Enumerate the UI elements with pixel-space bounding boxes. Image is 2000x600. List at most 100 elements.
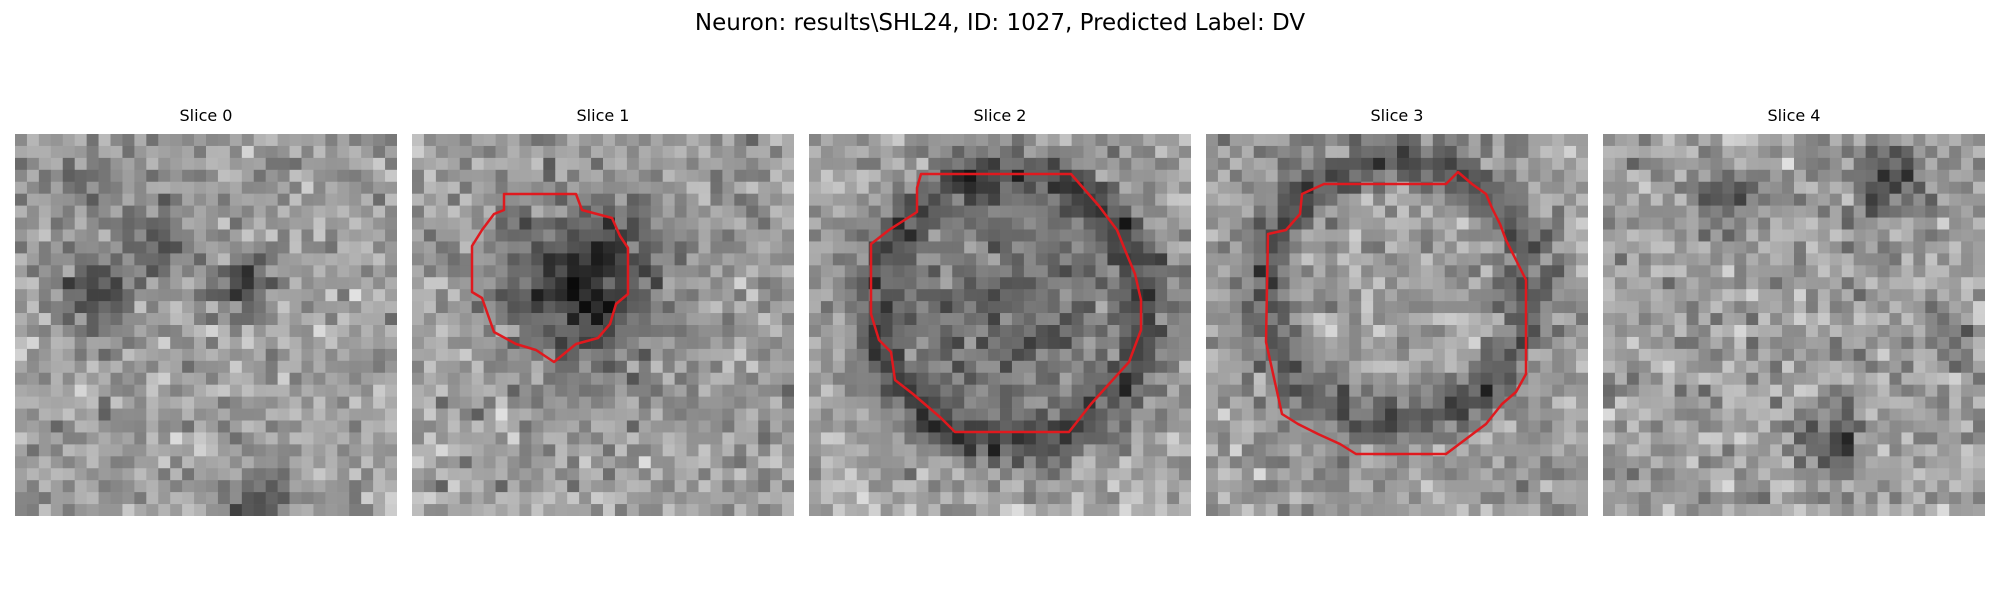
pixel	[134, 432, 147, 445]
pixel	[1349, 205, 1362, 218]
pixel	[1949, 301, 1962, 314]
pixel	[1325, 492, 1338, 505]
pixel	[1313, 348, 1326, 362]
pixel	[1734, 265, 1747, 278]
pixel	[579, 289, 592, 302]
pixel	[1289, 145, 1302, 159]
pixel	[1083, 336, 1096, 350]
pixel	[447, 229, 461, 242]
pixel	[182, 456, 195, 469]
pixel	[1540, 301, 1553, 314]
pixel	[1408, 157, 1422, 171]
pixel	[686, 169, 699, 183]
pixel	[459, 492, 473, 505]
pixel	[483, 217, 496, 230]
pixel	[110, 444, 123, 457]
pixel	[170, 241, 183, 254]
pixel	[856, 492, 870, 505]
pixel	[1937, 277, 1950, 290]
pixel	[349, 145, 362, 159]
pixel	[1746, 241, 1759, 254]
pixel	[1734, 432, 1747, 445]
pixel	[1662, 265, 1675, 278]
pixel	[1758, 408, 1771, 421]
pixel	[1325, 348, 1338, 362]
pixel	[182, 181, 195, 195]
pixel	[603, 372, 616, 386]
pixel	[519, 325, 532, 338]
pixel	[1397, 193, 1410, 206]
pixel	[1023, 348, 1037, 362]
pixel	[1385, 504, 1398, 516]
pixel	[1047, 444, 1061, 457]
pixel	[98, 181, 111, 195]
pixel	[1456, 336, 1469, 350]
pixel	[519, 301, 532, 314]
pixel	[1301, 169, 1314, 183]
pixel	[988, 348, 1001, 362]
pixel	[1265, 205, 1278, 218]
pixel	[820, 193, 834, 206]
pixel	[820, 325, 834, 338]
pixel	[471, 456, 484, 469]
pixel	[1528, 313, 1541, 326]
pixel	[385, 193, 397, 206]
pixel	[206, 301, 219, 314]
pixel	[1385, 372, 1398, 386]
pixel	[1758, 265, 1771, 278]
pixel	[674, 456, 687, 469]
pixel	[1167, 134, 1180, 147]
pixel	[110, 181, 123, 195]
pixel	[952, 420, 965, 433]
pixel	[1877, 444, 1890, 457]
pixel	[1626, 432, 1640, 445]
pixel	[1817, 432, 1831, 445]
pixel	[1179, 181, 1191, 195]
pixel	[758, 181, 771, 195]
pixel	[1925, 157, 1938, 171]
pixel	[1167, 301, 1180, 314]
pixel	[928, 157, 941, 171]
pixel	[471, 169, 484, 183]
pixel	[567, 408, 580, 421]
pixel	[170, 492, 183, 505]
pixel	[1035, 360, 1049, 374]
pixel	[122, 444, 135, 457]
pixel	[1035, 241, 1049, 254]
pixel	[1877, 217, 1890, 230]
pixel	[880, 301, 893, 314]
pixel	[38, 145, 52, 159]
pixel	[746, 420, 759, 433]
pixel	[1913, 348, 1926, 362]
pixel	[182, 145, 195, 159]
pixel	[746, 241, 759, 254]
pixel	[194, 504, 207, 516]
pixel	[698, 217, 711, 230]
pixel	[1698, 396, 1711, 409]
pixel	[1253, 301, 1267, 314]
pixel	[1167, 157, 1180, 171]
pixel	[698, 384, 711, 397]
pixel	[423, 420, 437, 433]
pixel	[1662, 241, 1675, 254]
pixel	[626, 134, 640, 147]
pixel	[1289, 504, 1302, 516]
pixel	[1841, 157, 1855, 171]
pixel	[1277, 504, 1290, 516]
pixel	[206, 313, 219, 326]
pixel	[531, 504, 544, 516]
pixel	[301, 468, 314, 481]
pixel	[952, 229, 965, 242]
pixel	[1325, 360, 1338, 374]
pixel	[373, 181, 386, 195]
pixel	[579, 181, 592, 195]
pixel	[1770, 384, 1783, 397]
pixel	[579, 348, 592, 362]
pixel	[1829, 348, 1843, 362]
pixel	[1179, 372, 1191, 386]
pixel	[1420, 169, 1434, 183]
pixel	[241, 277, 255, 290]
pixel	[856, 444, 870, 457]
pixel	[1674, 229, 1687, 242]
pixel	[1650, 134, 1664, 147]
